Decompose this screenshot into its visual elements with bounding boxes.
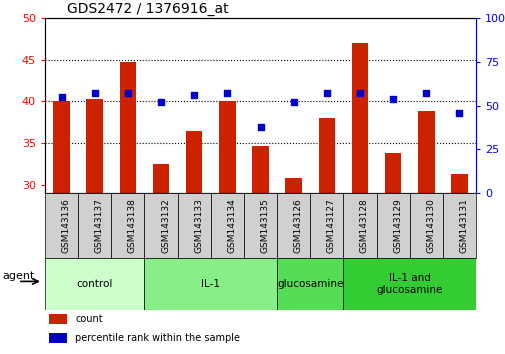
Point <box>454 110 463 115</box>
Text: count: count <box>75 314 103 324</box>
Bar <box>45 258 144 310</box>
Point <box>58 94 66 99</box>
Bar <box>111 193 144 258</box>
Text: GSM143135: GSM143135 <box>260 198 269 253</box>
Text: GSM143128: GSM143128 <box>359 198 368 253</box>
Text: GSM143129: GSM143129 <box>392 198 401 253</box>
Text: GSM143134: GSM143134 <box>227 198 236 253</box>
Bar <box>351 43 368 193</box>
Bar <box>185 131 202 193</box>
Bar <box>310 193 343 258</box>
Bar <box>277 193 310 258</box>
Text: GSM143126: GSM143126 <box>293 198 302 253</box>
Text: GSM143130: GSM143130 <box>425 198 434 253</box>
Bar <box>417 112 434 193</box>
Bar <box>343 258 475 310</box>
Bar <box>177 193 211 258</box>
Text: IL-1 and
glucosamine: IL-1 and glucosamine <box>376 273 442 295</box>
Text: GSM143136: GSM143136 <box>62 198 70 253</box>
Text: GSM143137: GSM143137 <box>94 198 104 253</box>
Point <box>223 90 231 96</box>
Text: GSM143131: GSM143131 <box>459 198 468 253</box>
Text: percentile rank within the sample: percentile rank within the sample <box>75 333 240 343</box>
Bar <box>384 153 400 193</box>
Bar <box>251 145 268 193</box>
Bar <box>450 174 467 193</box>
Bar <box>318 118 334 193</box>
Text: IL-1: IL-1 <box>201 279 220 289</box>
Bar <box>53 101 70 193</box>
Point <box>322 90 330 96</box>
Bar <box>49 332 67 343</box>
Bar <box>144 193 177 258</box>
Bar <box>343 193 376 258</box>
Point <box>157 99 165 105</box>
Bar <box>376 193 409 258</box>
Text: agent: agent <box>2 271 34 281</box>
Bar <box>219 101 235 193</box>
Bar <box>243 193 277 258</box>
Bar <box>119 62 136 193</box>
Point <box>355 90 363 96</box>
Bar <box>144 258 277 310</box>
Point <box>90 90 98 96</box>
Bar <box>49 314 67 324</box>
Bar <box>45 193 78 258</box>
Point <box>256 124 264 129</box>
Text: GDS2472 / 1376916_at: GDS2472 / 1376916_at <box>67 1 228 16</box>
Text: GSM143132: GSM143132 <box>161 198 170 253</box>
Text: glucosamine: glucosamine <box>277 279 343 289</box>
Text: GSM143127: GSM143127 <box>326 198 335 253</box>
Point <box>289 99 297 105</box>
Bar <box>78 193 111 258</box>
Bar <box>442 193 475 258</box>
Bar <box>409 193 442 258</box>
Bar <box>153 164 169 193</box>
Point <box>421 90 429 96</box>
Point <box>388 96 396 101</box>
Bar <box>86 99 103 193</box>
Point <box>124 90 132 96</box>
Bar <box>211 193 243 258</box>
Text: control: control <box>76 279 113 289</box>
Bar <box>277 258 343 310</box>
Point <box>190 92 198 98</box>
Bar <box>285 178 301 193</box>
Text: GSM143138: GSM143138 <box>128 198 137 253</box>
Text: GSM143133: GSM143133 <box>194 198 203 253</box>
